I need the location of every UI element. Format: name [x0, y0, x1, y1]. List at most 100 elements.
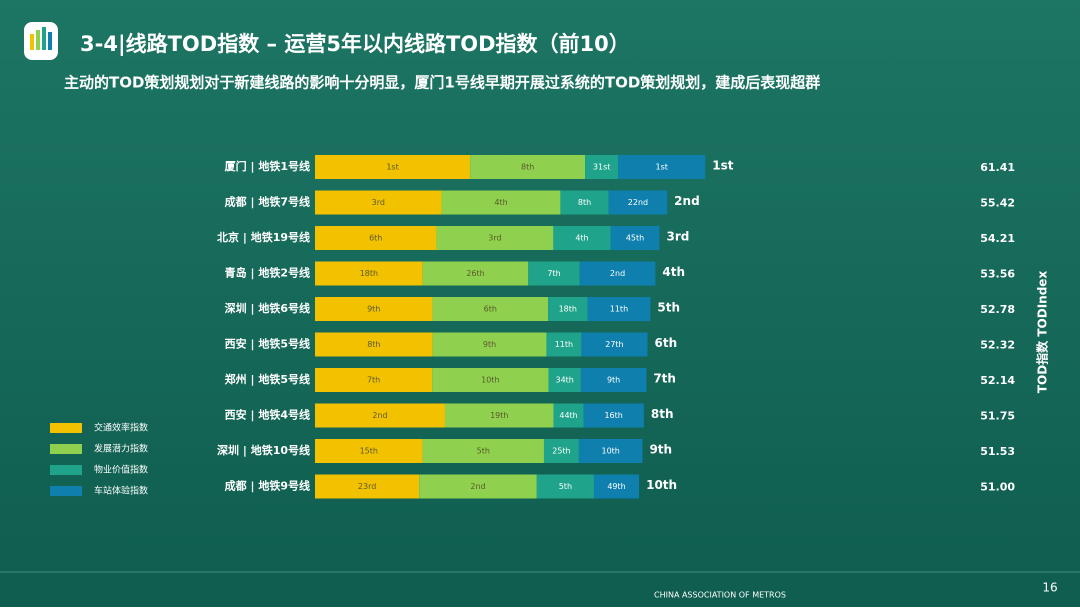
- bar-segment: [553, 403, 584, 428]
- legend-swatch: [50, 465, 82, 475]
- bar-segment: [315, 403, 445, 428]
- segment-rank-label: 2nd: [610, 269, 625, 278]
- bar-segment: [583, 403, 644, 428]
- bar-segment: [315, 297, 433, 321]
- bar-segment: [553, 226, 611, 250]
- overall-rank: 3rd: [666, 230, 689, 244]
- segment-rank-label: 4th: [575, 234, 588, 243]
- bar-segment: [528, 261, 580, 286]
- legend-label: 交通效率指数: [94, 422, 148, 434]
- segment-rank-label: 44th: [559, 411, 577, 420]
- footer-org: CHINA ASSOCIATION OF METROS: [654, 591, 786, 600]
- segment-rank-label: 31st: [593, 163, 610, 172]
- total-label: 52.32: [980, 339, 1015, 352]
- bar-segment: [579, 261, 656, 286]
- segment-rank-label: 11th: [555, 340, 573, 349]
- title: 3-4|线路TOD指数 – 运营5年以内线路TOD指数（前10）: [80, 32, 630, 57]
- segment-rank-label: 15th: [360, 447, 378, 456]
- subtitle: 主动的TOD策划规划对于新建线路的影响十分明显，厦门1号线早期开展过系统的TOD…: [64, 74, 820, 92]
- bar-segment: [315, 226, 437, 250]
- bar-segment: [432, 332, 547, 357]
- segment-rank-label: 5th: [559, 482, 572, 491]
- bar-segment: [543, 439, 579, 463]
- segment-rank-label: 25th: [552, 447, 570, 456]
- bar-segment: [315, 368, 433, 392]
- total-label: 54.21: [980, 232, 1015, 245]
- segment-rank-label: 4th: [494, 198, 507, 207]
- bar-segment: [548, 297, 588, 321]
- overall-rank: 2nd: [674, 194, 699, 208]
- bar-segment: [610, 226, 660, 250]
- overall-rank: 8th: [651, 407, 674, 421]
- logo: [24, 22, 58, 60]
- bar-segment: [315, 155, 471, 179]
- segment-rank-label: 6th: [369, 234, 382, 243]
- total-label: 52.78: [980, 303, 1015, 316]
- segment-rank-label: 45th: [626, 234, 644, 243]
- segment-rank-label: 49th: [607, 482, 625, 491]
- bar-segment: [441, 190, 561, 215]
- segment-rank-label: 9th: [367, 305, 380, 314]
- bar-segment: [593, 474, 640, 499]
- legend-label: 车站体验指数: [94, 485, 148, 497]
- segment-rank-label: 7th: [367, 376, 380, 385]
- segment-rank-label: 5th: [477, 447, 490, 456]
- y2-axis-label: TOD指数 TODIndex: [1035, 271, 1050, 394]
- segment-rank-label: 18th: [360, 269, 378, 278]
- category-label: 北京 | 地铁19号线: [217, 230, 310, 244]
- bar-segment: [560, 190, 609, 215]
- segment-rank-label: 2nd: [372, 411, 387, 420]
- overall-rank: 6th: [654, 336, 677, 350]
- segment-rank-label: 10th: [601, 447, 619, 456]
- total-label: 51.75: [980, 410, 1015, 423]
- category-label: 成都 | 地铁7号线: [225, 195, 310, 209]
- category-label: 西安 | 地铁4号线: [225, 408, 310, 422]
- segment-rank-label: 22nd: [628, 198, 648, 207]
- bar-segment: [432, 368, 549, 392]
- overall-rank: 4th: [662, 265, 685, 279]
- bar-segment: [419, 474, 537, 499]
- segment-rank-label: 1st: [386, 163, 398, 172]
- segment-rank-label: 8th: [578, 198, 591, 207]
- bar-segment: [432, 297, 549, 321]
- bar-segment: [587, 297, 651, 321]
- segment-rank-label: 34th: [555, 376, 573, 385]
- bar-segment: [315, 439, 423, 463]
- segment-rank-label: 8th: [521, 163, 534, 172]
- legend-swatch: [50, 486, 82, 496]
- segment-rank-label: 2nd: [470, 482, 485, 491]
- segment-rank-label: 18th: [559, 305, 577, 314]
- bar-segment: [315, 190, 442, 215]
- legend-swatch: [50, 423, 82, 433]
- legend-label: 发展潜力指数: [94, 443, 148, 455]
- legend-swatch: [50, 444, 82, 454]
- segment-rank-label: 8th: [367, 340, 380, 349]
- segment-rank-label: 11th: [610, 305, 628, 314]
- overall-rank: 1st: [712, 159, 733, 173]
- total-label: 55.42: [980, 197, 1015, 210]
- bar-segment: [608, 190, 668, 215]
- bar-segment: [422, 261, 529, 286]
- segment-rank-label: 6th: [484, 305, 497, 314]
- category-label: 厦门 | 地铁1号线: [225, 159, 310, 173]
- segment-rank-label: 10th: [481, 376, 499, 385]
- bar-segment: [444, 403, 554, 428]
- bar-segment: [546, 332, 582, 357]
- bar-segment: [580, 368, 647, 392]
- segment-rank-label: 26th: [466, 269, 484, 278]
- total-label: 51.00: [980, 481, 1015, 494]
- page-number: 16: [1042, 581, 1057, 595]
- bar-segment: [581, 332, 648, 357]
- category-label: 成都 | 地铁9号线: [225, 479, 310, 493]
- segment-rank-label: 7th: [547, 269, 560, 278]
- overall-rank: 7th: [653, 372, 676, 386]
- segment-rank-label: 3rd: [488, 234, 501, 243]
- bar-segment: [315, 261, 423, 286]
- segment-rank-label: 27th: [605, 340, 623, 349]
- total-label: 53.56: [980, 268, 1015, 281]
- bar-segment: [436, 226, 554, 250]
- segment-rank-label: 9th: [607, 376, 620, 385]
- bar-segment: [548, 368, 581, 392]
- total-label: 51.53: [980, 445, 1015, 458]
